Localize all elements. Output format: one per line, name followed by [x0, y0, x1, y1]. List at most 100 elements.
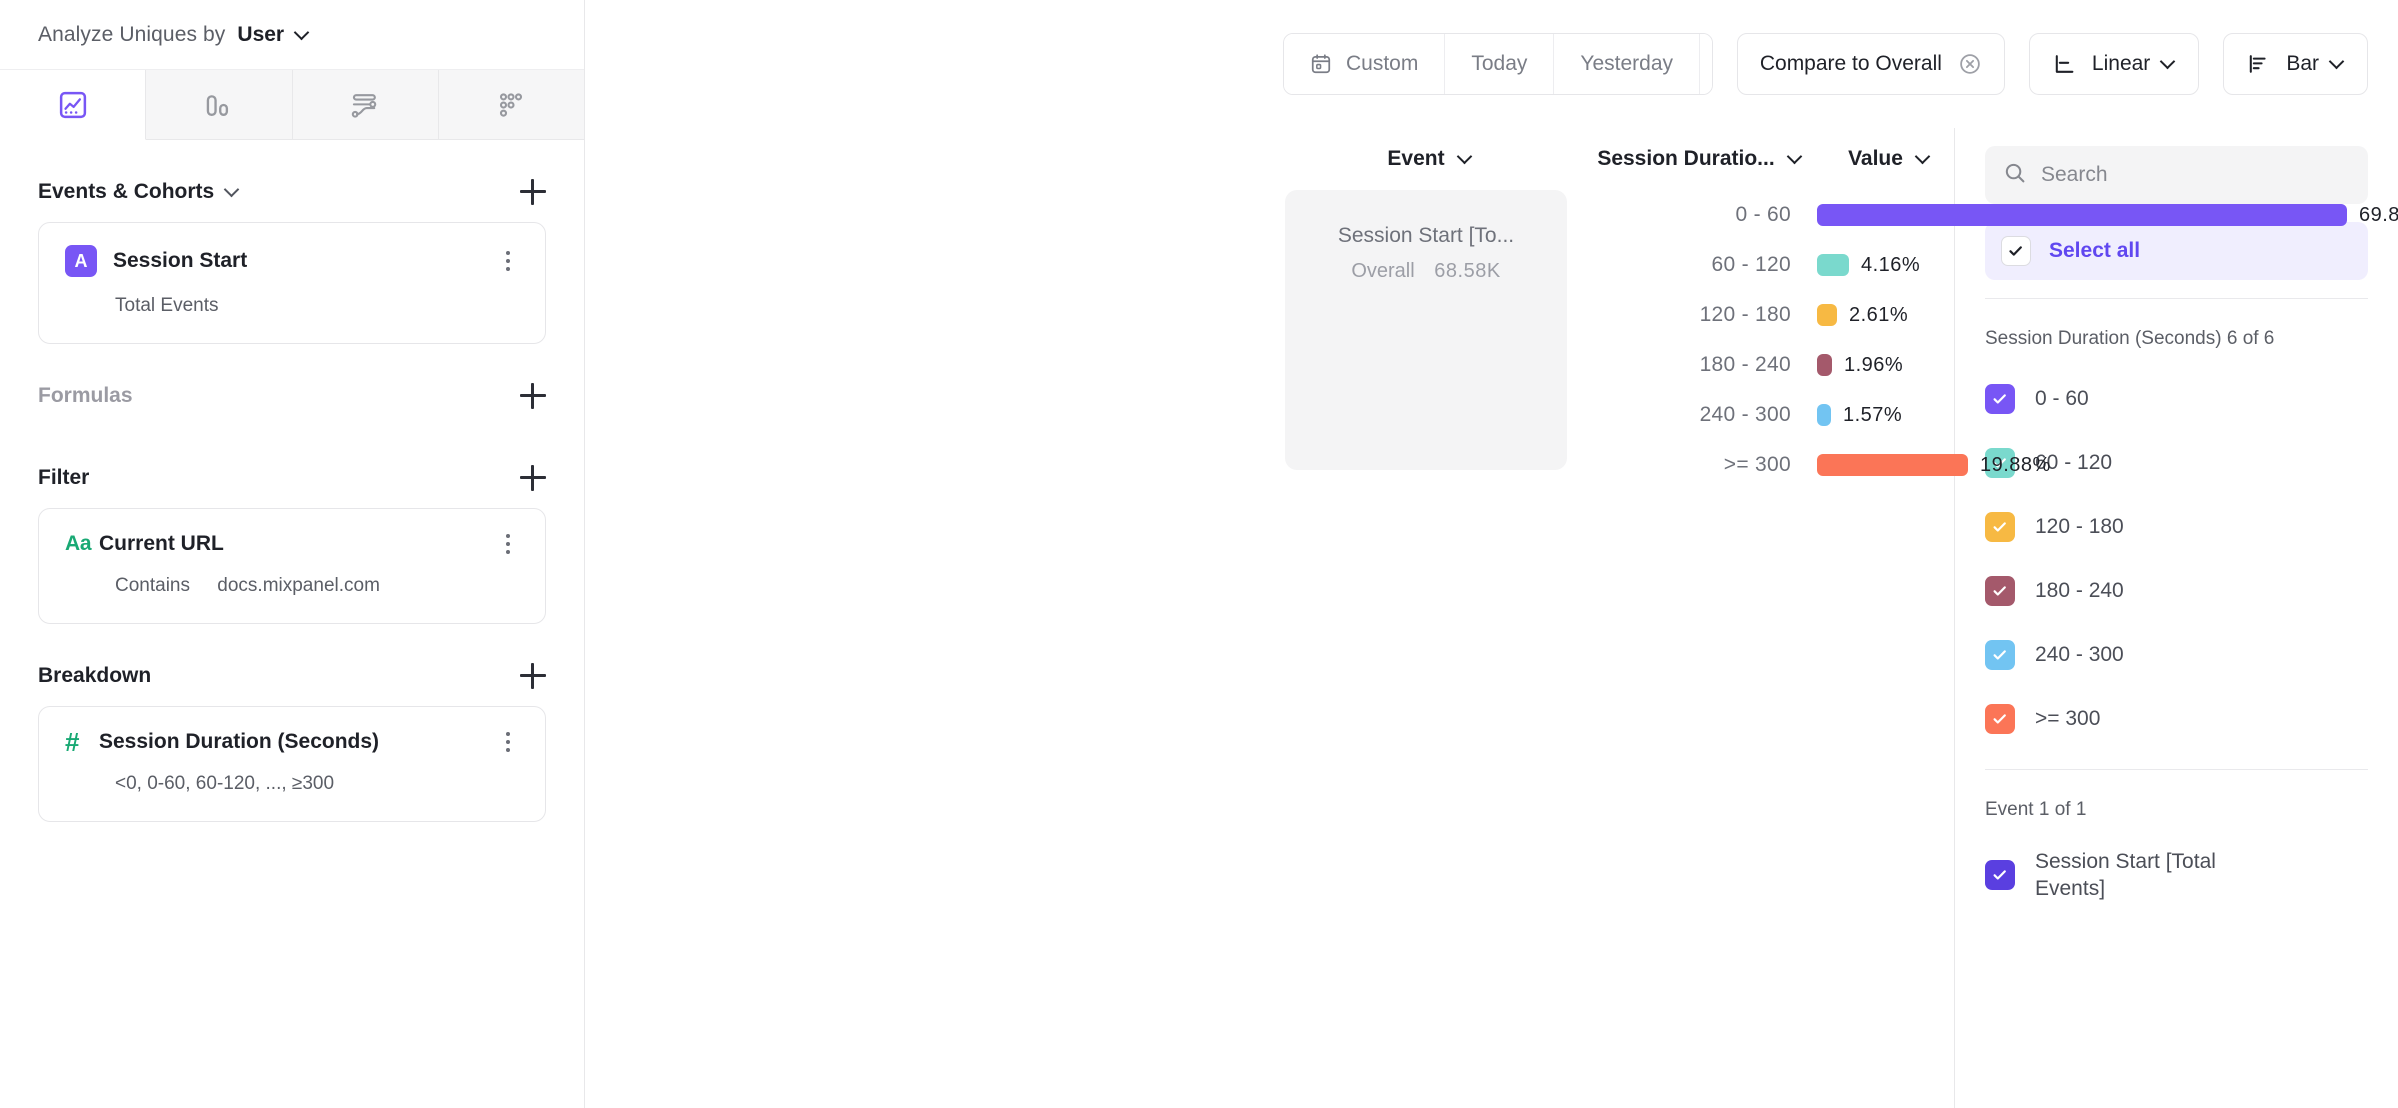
filter-card-current-url[interactable]: Aa Current URL Contains docs.mixpanel.co… [38, 508, 546, 624]
analyze-uniques-bar: Analyze Uniques by User [0, 0, 584, 70]
chevron-down-icon[interactable] [2160, 54, 2176, 70]
chart-plot: Session Start [To... Overall 68.58K 0 - … [585, 190, 2398, 490]
section-title-events: Events & Cohorts [38, 180, 215, 203]
scale-type-label: Linear [2091, 52, 2151, 75]
filter-value: docs.mixpanel.com [217, 575, 380, 596]
event-name: Session Start [113, 249, 248, 272]
add-breakdown-button[interactable] [520, 663, 546, 689]
chevron-down-icon[interactable] [294, 25, 310, 41]
legend-option-label: 120 - 180 [2035, 514, 2124, 538]
kebab-menu-icon[interactable] [497, 248, 519, 274]
bar[interactable] [1817, 254, 1849, 276]
chevron-down-icon[interactable] [1915, 149, 1931, 165]
bar-row[interactable]: 240 - 300 1.57% [1591, 390, 2398, 440]
chevron-down-icon[interactable] [1787, 149, 1803, 165]
date-range-yesterday[interactable]: Yesterday [1554, 34, 1701, 94]
tab-funnels[interactable] [146, 70, 293, 140]
horizontal-bar-icon [2246, 52, 2270, 76]
column-header-event[interactable]: Event [1285, 147, 1575, 171]
breakdown-card-session-duration[interactable]: # Session Duration (Seconds) <0, 0-60, 6… [38, 706, 546, 822]
legend-option[interactable]: >= 300 [1985, 687, 2368, 751]
number-type-icon: # [65, 727, 80, 757]
string-type-icon: Aa [65, 532, 92, 555]
checkbox[interactable] [1985, 639, 2015, 670]
bar-row[interactable]: >= 300 19.88% [1591, 440, 2398, 490]
section-header-events: Events & Cohorts [38, 162, 546, 222]
event-letter-badge: A [65, 245, 97, 277]
bar-row[interactable]: 60 - 120 4.16% [1591, 240, 2398, 290]
bar-row-label: 0 - 60 [1735, 203, 1791, 226]
tab-retention[interactable] [438, 70, 584, 140]
legend-search[interactable] [1985, 146, 2368, 204]
compare-to-overall-label: Compare to Overall [1759, 52, 1942, 75]
event-measure: Total Events [115, 295, 219, 316]
tab-insights[interactable] [0, 70, 147, 140]
analyze-value-dropdown[interactable]: User [237, 22, 285, 46]
date-range-custom-label: Custom [1346, 52, 1419, 75]
report-type-tabs [0, 70, 584, 140]
bar-row[interactable]: 120 - 180 2.61% [1591, 290, 2398, 340]
event-group-label: Event 1 of 1 [1985, 798, 2087, 820]
bar[interactable] [1817, 354, 1832, 376]
legend-panel: Select all Session Duration (Seconds) 6 … [1954, 128, 2398, 1108]
select-all-row[interactable]: Select all [1985, 222, 2368, 280]
bar-row-label: >= 300 [1723, 453, 1791, 476]
legend-option[interactable]: 120 - 180 [1985, 495, 2368, 559]
select-all-checkbox[interactable] [2001, 236, 2031, 266]
checkbox[interactable] [1985, 860, 2015, 891]
search-input[interactable] [2041, 163, 2350, 187]
event-summary-card[interactable]: Session Start [To... Overall 68.58K [1285, 190, 1567, 470]
add-filter-button[interactable] [520, 465, 546, 491]
checkbox[interactable] [1985, 447, 2015, 478]
bar-row-label: 240 - 300 [1699, 403, 1791, 426]
date-range-7d[interactable]: 7D [1700, 34, 1712, 94]
checkbox[interactable] [1985, 511, 2015, 542]
bar-row[interactable]: 180 - 240 1.96% [1591, 340, 2398, 390]
checkbox[interactable] [1985, 383, 2015, 414]
bar-row[interactable]: 0 - 60 69.83% [1591, 190, 2398, 240]
bar-row-label: 60 - 120 [1711, 253, 1791, 276]
chart-area: Event Session Duratio... Value Session S [585, 128, 2398, 1108]
bar[interactable] [1817, 454, 1968, 476]
legend-option[interactable]: 0 - 60 [1985, 367, 2368, 431]
line-chart-box-icon [58, 90, 88, 120]
column-header-breakdown[interactable]: Session Duratio... [1575, 147, 1825, 171]
bar[interactable] [1817, 304, 1837, 326]
checkbox[interactable] [1985, 575, 2015, 606]
event-card-session-start[interactable]: A Session Start Total Events [38, 222, 546, 344]
event-summary-overall-label: Overall [1351, 260, 1415, 282]
add-formula-button[interactable] [520, 383, 546, 409]
column-header-event-label: Event [1387, 147, 1445, 170]
legend-option[interactable]: 60 - 120 [1985, 431, 2368, 495]
chevron-down-icon[interactable] [2329, 54, 2345, 70]
date-range-today[interactable]: Today [1445, 34, 1555, 94]
date-range-custom[interactable]: Custom [1284, 34, 1446, 94]
search-icon [2003, 161, 2027, 190]
legend-divider [1985, 298, 2368, 299]
legend-option-label: 180 - 240 [2035, 578, 2124, 602]
event-summary-overall: Overall 68.58K [1285, 260, 1567, 283]
chevron-down-icon[interactable] [1457, 149, 1473, 165]
breakdown-options-list: 0 - 60 60 - 120 120 - 180 180 - 240 240 - 30… [1985, 367, 2368, 751]
event-option[interactable]: Session Start [Total Events] [1985, 837, 2368, 913]
filter-condition-row: Contains docs.mixpanel.com [115, 575, 519, 597]
kebab-menu-icon[interactable] [497, 729, 519, 755]
tab-flows[interactable] [292, 70, 439, 140]
chart-type-dropdown[interactable]: Bar [2223, 33, 2368, 95]
compare-to-overall-button[interactable]: Compare to Overall [1736, 33, 2005, 95]
dot-grid-icon [496, 90, 526, 120]
legend-option[interactable]: 180 - 240 [1985, 559, 2368, 623]
column-header-value[interactable]: Value [1825, 147, 1954, 171]
bar[interactable] [1817, 404, 1831, 426]
chart-column-headers: Event Session Duratio... Value [585, 128, 1954, 190]
circle-x-icon[interactable] [1958, 52, 1982, 76]
chevron-down-icon[interactable] [224, 182, 240, 198]
checkbox[interactable] [1985, 703, 2015, 734]
legend-option[interactable]: 240 - 300 [1985, 623, 2368, 687]
bar[interactable] [1817, 204, 2347, 226]
section-header-filter: Filter [38, 448, 546, 508]
add-event-button[interactable] [520, 179, 546, 205]
scale-type-dropdown[interactable]: Linear [2028, 33, 2200, 95]
kebab-menu-icon[interactable] [497, 531, 519, 557]
